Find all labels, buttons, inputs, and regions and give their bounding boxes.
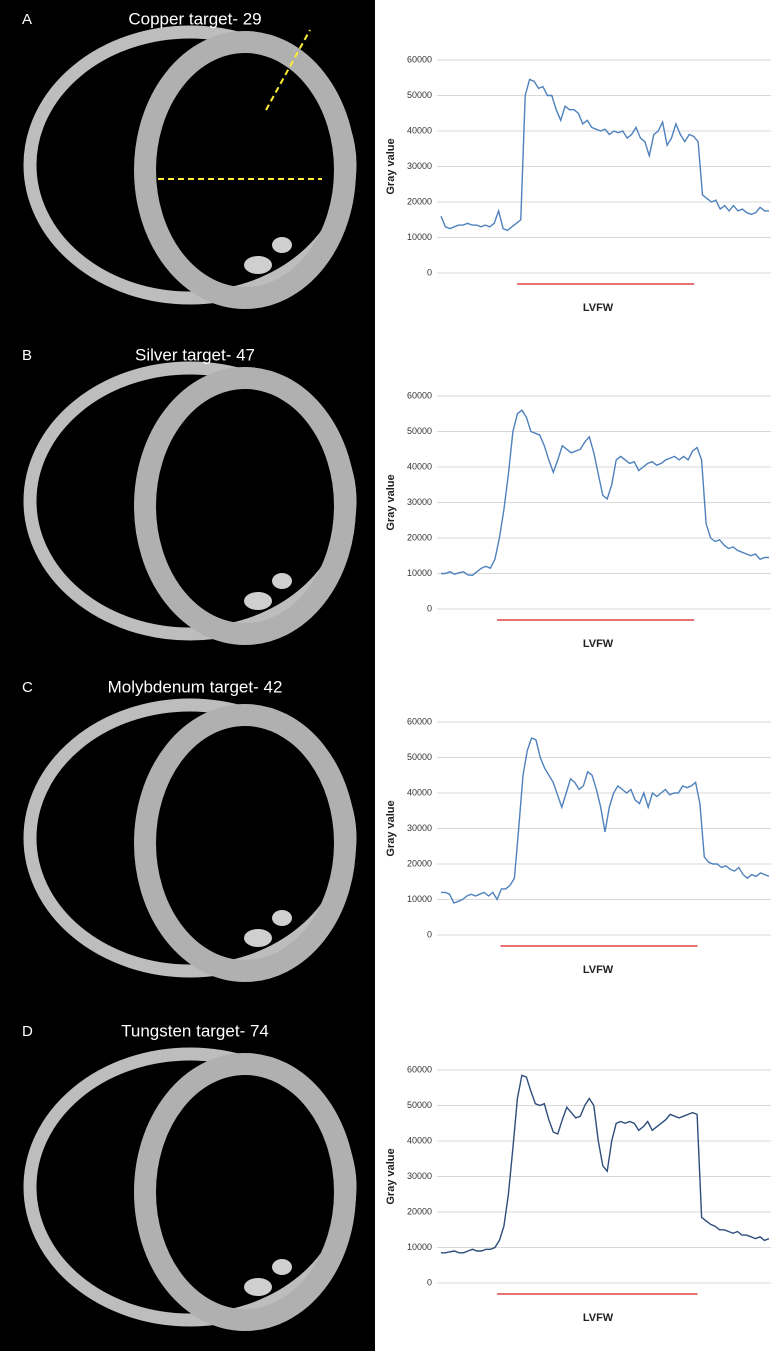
y-tick-label: 50000 (407, 426, 432, 436)
panel-label: D (22, 1023, 33, 1040)
panel-label: B (22, 347, 32, 364)
y-tick-label: 10000 (407, 568, 432, 578)
x-axis-label: LVFW (583, 638, 614, 650)
y-tick-label: 0 (427, 929, 432, 939)
y-tick-label: 40000 (407, 1135, 432, 1145)
x-axis-label: LVFW (583, 964, 614, 976)
image-title: Tungsten target- 74 (121, 1021, 269, 1040)
panel-label: A (22, 11, 32, 28)
data-line (441, 409, 769, 577)
y-tick-label: 50000 (407, 752, 432, 762)
y-tick-label: 10000 (407, 894, 432, 904)
lv-wall (134, 1053, 356, 1331)
papillary-muscle (244, 1278, 272, 1296)
data-line (441, 737, 770, 904)
y-tick-label: 30000 (407, 161, 432, 171)
y-tick-label: 30000 (407, 497, 432, 507)
y-tick-label: 30000 (407, 1171, 432, 1181)
y-axis-label: Gray value (385, 1148, 397, 1204)
y-tick-label: 60000 (407, 716, 432, 726)
data-line (440, 78, 769, 232)
lv-wall (134, 704, 356, 982)
y-tick-label: 50000 (407, 1100, 432, 1110)
y-axis-label: Gray value (385, 474, 397, 530)
y-tick-label: 60000 (407, 1064, 432, 1074)
papillary-muscle (272, 237, 292, 253)
papillary-muscle (272, 573, 292, 589)
y-tick-label: 50000 (407, 90, 432, 100)
y-tick-label: 0 (427, 267, 432, 277)
y-tick-label: 20000 (407, 1206, 432, 1216)
data-line (441, 1074, 770, 1254)
y-tick-label: 0 (427, 603, 432, 613)
y-tick-label: 10000 (407, 232, 432, 242)
y-tick-label: 40000 (407, 461, 432, 471)
papillary-muscle (244, 929, 272, 947)
y-tick-label: 20000 (407, 532, 432, 542)
y-tick-label: 20000 (407, 196, 432, 206)
y-tick-label: 10000 (407, 1242, 432, 1252)
y-tick-label: 60000 (407, 390, 432, 400)
image-title: Copper target- 29 (128, 9, 261, 28)
y-axis-label: Gray value (385, 800, 397, 856)
x-axis-label: LVFW (583, 1312, 614, 1324)
panel-label: C (22, 679, 33, 696)
papillary-muscle (272, 910, 292, 926)
image-title: Molybdenum target- 42 (108, 677, 283, 696)
x-axis-label: LVFW (583, 302, 614, 314)
lv-wall (134, 31, 356, 309)
lv-wall (134, 367, 356, 645)
y-tick-label: 60000 (407, 54, 432, 64)
y-axis-label: Gray value (385, 138, 397, 194)
papillary-muscle (272, 1259, 292, 1275)
y-tick-label: 40000 (407, 787, 432, 797)
image-title: Silver target- 47 (135, 345, 255, 364)
y-tick-label: 0 (427, 1277, 432, 1287)
papillary-muscle (244, 592, 272, 610)
y-tick-label: 20000 (407, 858, 432, 868)
papillary-muscle (244, 256, 272, 274)
profile-line (265, 29, 311, 111)
y-tick-label: 40000 (407, 125, 432, 135)
y-tick-label: 30000 (407, 823, 432, 833)
image-background (0, 0, 375, 1351)
